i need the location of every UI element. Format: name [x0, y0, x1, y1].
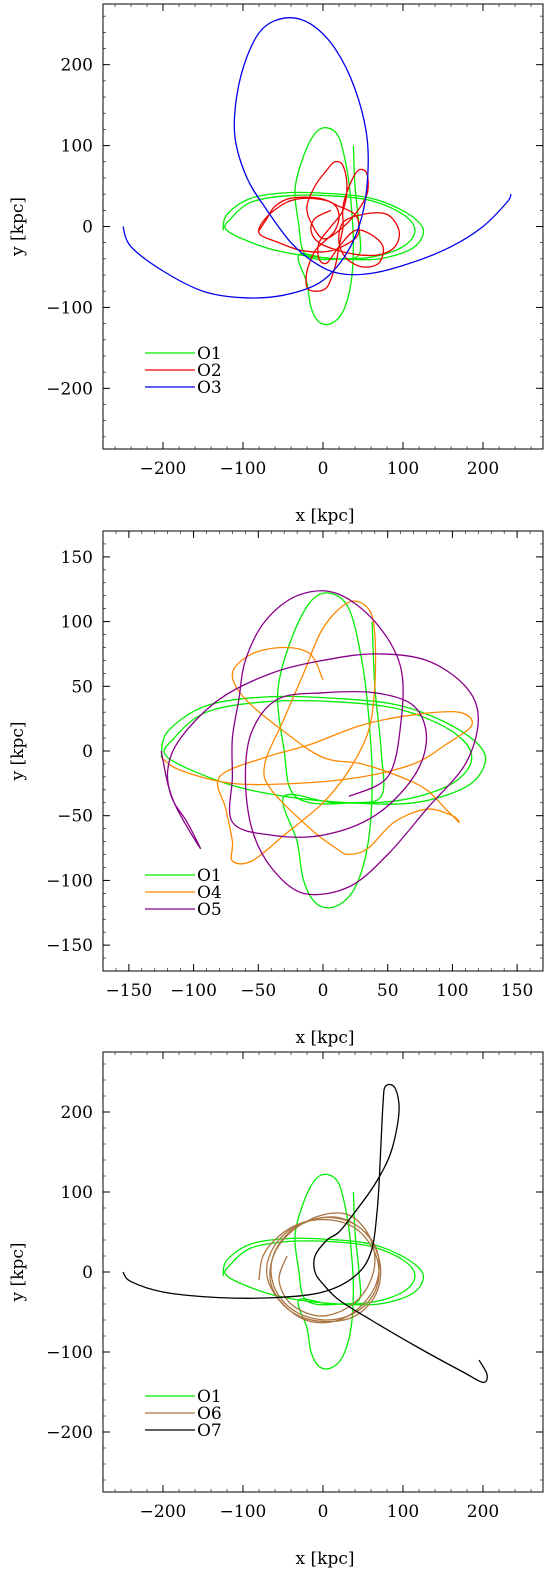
legend-label-o4: O4 [197, 883, 222, 903]
series-group [160, 590, 487, 909]
x-tick-label: −200 [140, 1502, 187, 1522]
series-line-o1 [222, 126, 425, 326]
x-tick-label: −150 [106, 981, 153, 1001]
legend-label-o7: O7 [197, 1421, 222, 1441]
legend-label-o1: O1 [197, 1387, 222, 1407]
minor-ticks [103, 1052, 543, 1492]
y-tick-label: 150 [61, 548, 93, 568]
x-tick-label: −100 [220, 1502, 267, 1522]
plot-frame [102, 1051, 544, 1493]
y-tick-label: 200 [61, 56, 93, 76]
series-group [122, 1083, 488, 1384]
x-tick-label: 0 [318, 981, 329, 1001]
x-axis-title: x [kpc] [296, 1549, 355, 1569]
x-tick-label: −50 [240, 981, 276, 1001]
x-axis-title: x [kpc] [296, 506, 355, 526]
x-tick-label: 50 [377, 981, 399, 1001]
y-axis-title: y [kpc] [8, 722, 28, 782]
y-tick-label: −100 [46, 1343, 93, 1363]
y-axis-title: y [kpc] [8, 1243, 28, 1303]
chart-panel-3: −200 −100 0 100 200 −200 −100 0 100 200 x [kpc] y [… [8, 1051, 544, 1569]
x-tick-label: 100 [387, 1502, 419, 1522]
legend-label-o5: O5 [197, 900, 222, 920]
y-axis-title: y [kpc] [8, 197, 28, 257]
x-tick-label: 200 [467, 1502, 499, 1522]
series-group [122, 17, 512, 326]
y-tick-label: −100 [46, 871, 93, 891]
series-line-o5 [160, 590, 479, 896]
plot-frame [102, 530, 544, 972]
y-tick-label: −200 [46, 1423, 93, 1443]
y-tick-label: −150 [46, 936, 93, 956]
x-tick-label: −100 [170, 981, 217, 1001]
x-tick-label: 150 [501, 981, 533, 1001]
y-tick-label: 100 [61, 137, 93, 157]
minor-ticks [103, 4, 543, 449]
legend-label-o1: O1 [197, 344, 222, 364]
y-tick-label: 0 [82, 1263, 93, 1283]
series-line-o3 [122, 17, 512, 299]
y-tick-label: −50 [57, 807, 93, 827]
series-line-o1 [222, 1173, 425, 1370]
y-tick-label: 0 [82, 218, 93, 238]
series-line-o4 [160, 600, 473, 865]
y-tick-label: 100 [61, 613, 93, 633]
legend-label-o6: O6 [197, 1404, 222, 1424]
y-tick-label: 50 [71, 677, 93, 697]
y-tick-label: −100 [46, 298, 93, 318]
x-tick-label: 100 [387, 459, 419, 479]
chart-panel-1: −200 −100 0 100 200 −200 −100 0 100 200 x [kpc] y [… [8, 3, 544, 526]
chart-panel-2: −150 −100 −50 0 50 100 150 −150 −100 −50 0 50 100 150… [8, 530, 544, 1048]
series-line-o2 [257, 160, 401, 292]
x-tick-label: 100 [436, 981, 468, 1001]
legend-label-o3: O3 [197, 378, 222, 398]
x-tick-label: 0 [318, 459, 329, 479]
y-tick-label: −200 [46, 379, 93, 399]
minor-ticks [102, 530, 544, 972]
x-tick-label: 0 [318, 1502, 329, 1522]
x-axis-title: x [kpc] [296, 1028, 355, 1048]
series-line-o1 [160, 592, 487, 909]
series-line-o7 [122, 1083, 488, 1384]
x-tick-label: −100 [220, 459, 267, 479]
series-line-o6 [258, 1212, 382, 1324]
x-tick-label: 200 [467, 459, 499, 479]
y-tick-label: 0 [82, 742, 93, 762]
legend-label-o2: O2 [197, 361, 222, 381]
legend-label-o1: O1 [197, 866, 222, 886]
x-tick-label: −200 [140, 459, 187, 479]
plot-frame [102, 3, 544, 450]
y-tick-label: 100 [61, 1183, 93, 1203]
y-tick-label: 200 [61, 1103, 93, 1123]
